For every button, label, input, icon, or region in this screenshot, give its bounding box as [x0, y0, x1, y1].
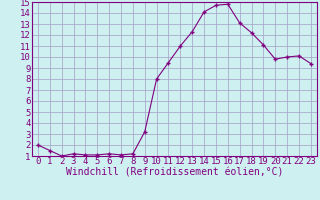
X-axis label: Windchill (Refroidissement éolien,°C): Windchill (Refroidissement éolien,°C) — [66, 168, 283, 178]
